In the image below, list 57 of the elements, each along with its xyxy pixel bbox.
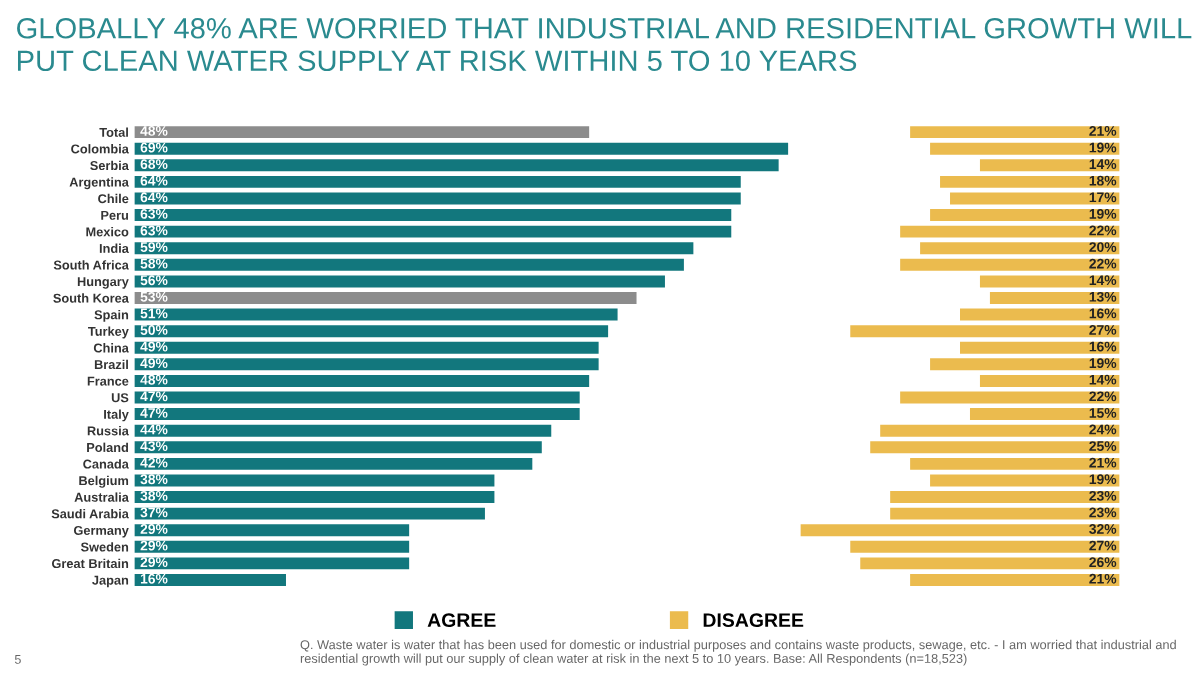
bar bbox=[940, 175, 1120, 188]
bar bbox=[134, 391, 580, 404]
bar bbox=[930, 142, 1120, 155]
bar bbox=[910, 573, 1120, 586]
bar bbox=[900, 258, 1120, 271]
bar bbox=[910, 126, 1120, 139]
bar bbox=[134, 308, 618, 321]
legend-label: DISAGREE bbox=[703, 613, 804, 628]
bar bbox=[134, 424, 552, 437]
bar bbox=[134, 374, 590, 387]
bar bbox=[850, 540, 1120, 553]
bar bbox=[134, 225, 732, 238]
bar bbox=[890, 491, 1120, 503]
bar bbox=[134, 358, 599, 371]
bar bbox=[989, 292, 1120, 304]
bar bbox=[920, 242, 1120, 255]
bar bbox=[890, 507, 1120, 520]
bar bbox=[979, 275, 1120, 288]
bar bbox=[134, 573, 286, 586]
bar bbox=[134, 209, 732, 222]
bar bbox=[860, 557, 1120, 570]
bar bbox=[134, 474, 495, 487]
bar bbox=[850, 325, 1120, 338]
bar bbox=[800, 524, 1120, 537]
bar bbox=[134, 192, 741, 205]
bar bbox=[134, 159, 779, 172]
bar bbox=[134, 408, 580, 421]
bar bbox=[134, 142, 789, 155]
bar bbox=[134, 275, 665, 288]
bar bbox=[134, 491, 495, 503]
bar bbox=[134, 175, 741, 188]
bar bbox=[134, 325, 609, 338]
bar bbox=[979, 374, 1120, 387]
legend-label: AGREE bbox=[427, 613, 496, 628]
bar bbox=[960, 308, 1120, 321]
bar bbox=[134, 341, 599, 354]
bar bbox=[134, 540, 410, 553]
bar bbox=[880, 424, 1120, 437]
bar bbox=[134, 557, 410, 570]
bar bbox=[134, 242, 694, 255]
bar bbox=[134, 441, 542, 454]
bar bbox=[134, 258, 684, 271]
chart-title: GLOBALLY 48% ARE WORRIED THAT INDUSTRIAL AND RESIDENTIAL GROWTH WILL PUT CLEAN WATER SUPPLY AT RISK WITHIN 5 TO 10 YEARS bbox=[17, 17, 1192, 72]
bar bbox=[930, 474, 1120, 487]
bar bbox=[979, 159, 1120, 172]
bar bbox=[134, 126, 590, 139]
bar bbox=[960, 341, 1120, 354]
bar bbox=[930, 358, 1120, 371]
bar bbox=[134, 524, 410, 537]
bar bbox=[930, 209, 1120, 222]
bar bbox=[870, 441, 1120, 454]
bar bbox=[910, 457, 1120, 470]
bar bbox=[134, 292, 637, 304]
bar bbox=[134, 507, 485, 520]
bar bbox=[900, 225, 1120, 238]
bar bbox=[134, 457, 533, 470]
bar bbox=[969, 408, 1120, 421]
